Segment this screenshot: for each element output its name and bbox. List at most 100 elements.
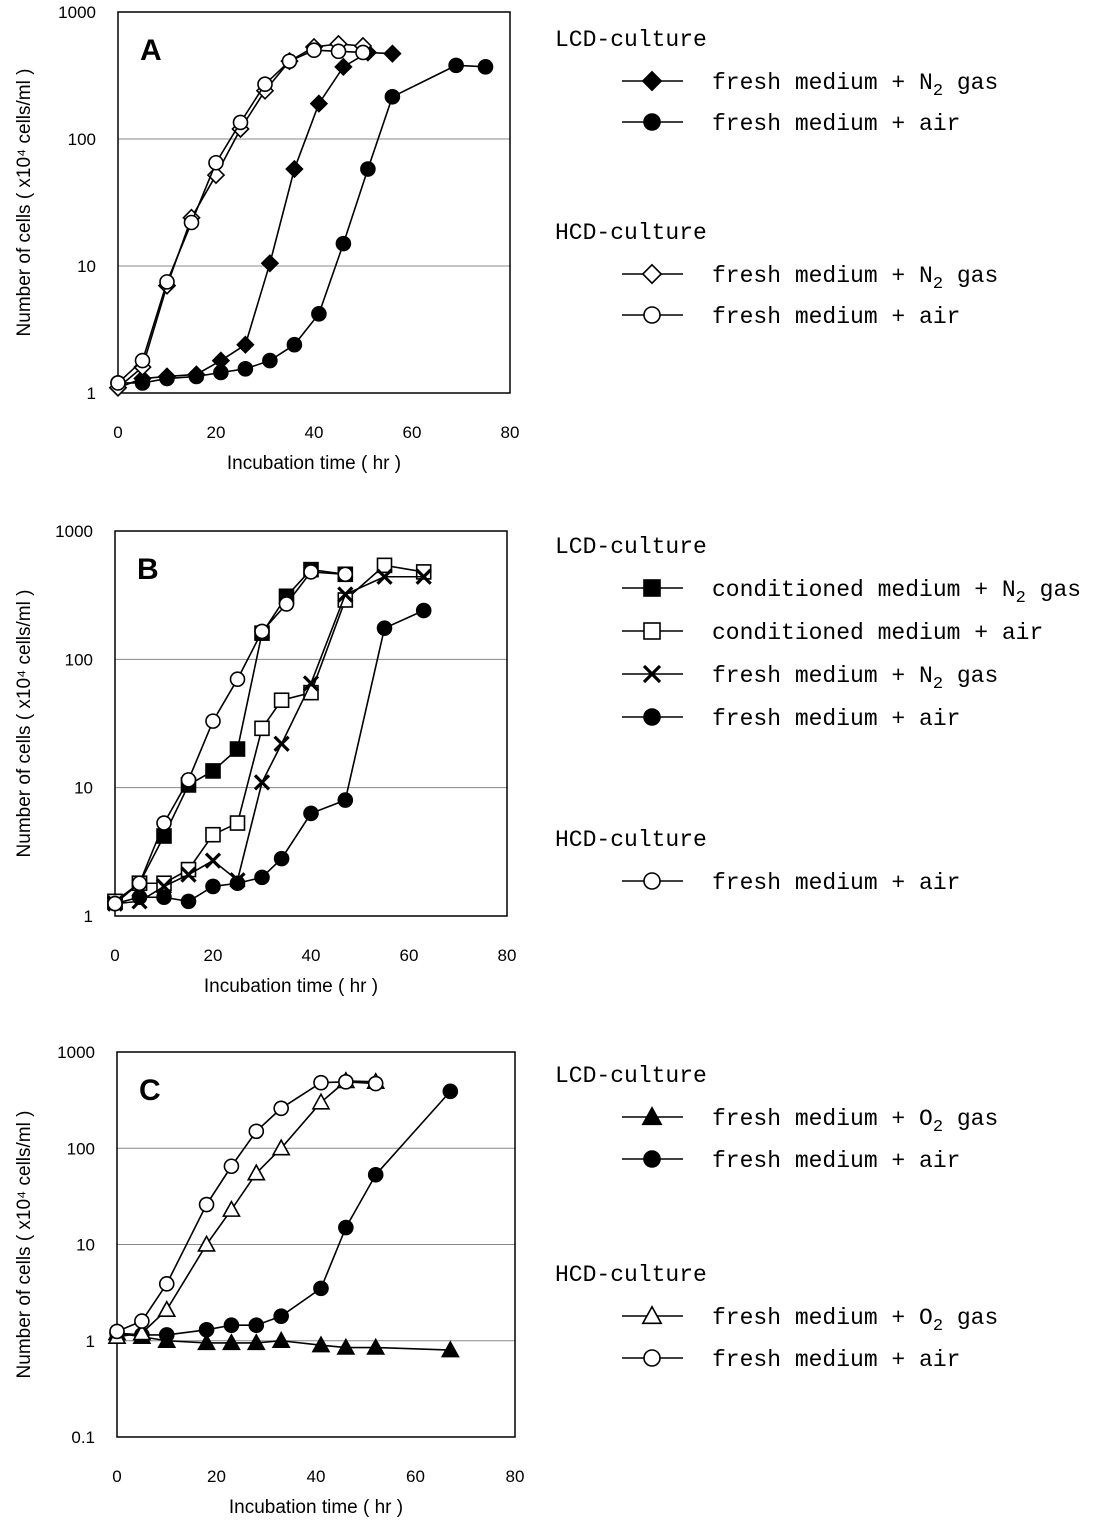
data-point [337, 586, 354, 603]
data-point [303, 564, 319, 580]
series-diamond-filled [108, 43, 402, 397]
series-line [116, 1080, 376, 1338]
legend-entry-label: fresh medium + N2 gas [712, 663, 998, 694]
legend-entry-label: fresh medium + O2 gas [712, 1106, 998, 1137]
data-point [285, 159, 304, 179]
series-circle-filled [109, 1083, 459, 1343]
data-point [338, 1219, 354, 1236]
data-point [383, 44, 402, 63]
panel-label: A [140, 34, 162, 67]
data-point [271, 1138, 291, 1156]
data-point [180, 772, 197, 788]
series-line [116, 1090, 451, 1336]
x-tick-label: 60 [403, 423, 422, 442]
legend-entry-label: fresh medium + air [712, 870, 960, 896]
data-point [302, 675, 320, 692]
y-tick-label: 1000 [58, 3, 96, 22]
legend-marker [642, 664, 662, 684]
legend-marker [643, 708, 661, 726]
series-circle-open [109, 1074, 384, 1340]
data-point [313, 1280, 329, 1297]
data-point [273, 1308, 289, 1324]
data-point [131, 875, 148, 892]
x-tick-label: 20 [207, 1467, 226, 1486]
data-point [260, 254, 280, 273]
legend-marker [641, 263, 663, 285]
data-point [334, 57, 353, 77]
data-point [335, 235, 352, 252]
data-point [205, 713, 221, 729]
data-point [236, 335, 255, 354]
data-point [246, 1163, 266, 1181]
data-point [223, 1158, 240, 1175]
legend-marker [641, 1106, 663, 1126]
data-point [156, 815, 172, 831]
data-point [107, 895, 123, 912]
data-point [367, 1075, 384, 1092]
data-point [232, 114, 249, 131]
y-axis-label: Number of cells ( x10⁴ cells/ml ) [14, 1111, 35, 1379]
legend-entry-label: fresh medium + air [712, 1347, 960, 1373]
legend-marker [643, 113, 661, 131]
series-triangle-open [107, 1071, 386, 1345]
x-tick-label: 0 [113, 423, 122, 442]
data-point [366, 1337, 386, 1355]
data-point [477, 59, 494, 75]
y-tick-label: 1 [86, 1332, 95, 1351]
data-point [337, 566, 354, 583]
data-point [367, 1166, 384, 1183]
data-point [271, 1331, 291, 1348]
data-point [311, 306, 327, 322]
data-point [222, 1333, 241, 1351]
series-circle-filled [110, 57, 494, 391]
chart-panel-B: 1 10 100 1000 0 20 40 60 80 Incubation time ( hr … [14, 522, 516, 997]
x-tick-label: 20 [207, 423, 226, 442]
data-point [338, 1074, 354, 1090]
data-point [222, 1199, 241, 1217]
data-point [223, 1317, 240, 1334]
y-tick-label: 100 [65, 650, 93, 669]
legend-entry-label: fresh medium + O2 gas [712, 1305, 998, 1336]
y-axis-label: Number of cells ( x10⁴ cells/ml ) [14, 590, 35, 858]
data-point [330, 43, 347, 60]
data-point [355, 44, 371, 61]
series-square-filled [107, 561, 354, 910]
plot-frame [116, 1051, 516, 1438]
y-tick-label: 10 [77, 257, 96, 276]
series-circle-open [107, 564, 354, 912]
data-point [336, 1337, 356, 1355]
data-point [273, 850, 290, 867]
series-square-open [107, 557, 432, 910]
data-point [415, 602, 432, 619]
data-point [205, 763, 221, 779]
legend-marker [643, 622, 661, 640]
data-point [306, 42, 322, 59]
data-point [229, 815, 246, 831]
data-point [248, 1317, 265, 1334]
data-point [286, 336, 303, 353]
data-point [159, 274, 175, 290]
legend-marker [643, 1349, 661, 1367]
data-point [197, 1333, 216, 1351]
legend-entry-label: fresh medium + air [712, 111, 960, 137]
data-point [262, 352, 278, 369]
x-axis-label: Incubation time ( hr ) [229, 1497, 403, 1518]
data-point [156, 889, 172, 906]
legend-group-title: LCD-culture [555, 27, 707, 53]
data-point [273, 735, 290, 752]
data-point [376, 568, 393, 585]
legend-entry-label: conditioned medium + air [712, 620, 1043, 646]
x-tick-label: 0 [112, 1467, 121, 1486]
x-tick-label: 80 [498, 946, 517, 965]
data-point [205, 826, 221, 843]
data-point [415, 568, 432, 585]
data-point [132, 1323, 152, 1341]
data-point [253, 774, 271, 791]
chart-panel-A: 1 10 100 1000 0 20 40 60 80 Incubation time ( hr … [14, 3, 519, 474]
y-axis-label: Number of cells ( x10⁴ cells/ml ) [14, 69, 35, 337]
y-tick-label: 100 [67, 1139, 95, 1158]
legend-entry-label: fresh medium + N2 gas [712, 70, 998, 101]
